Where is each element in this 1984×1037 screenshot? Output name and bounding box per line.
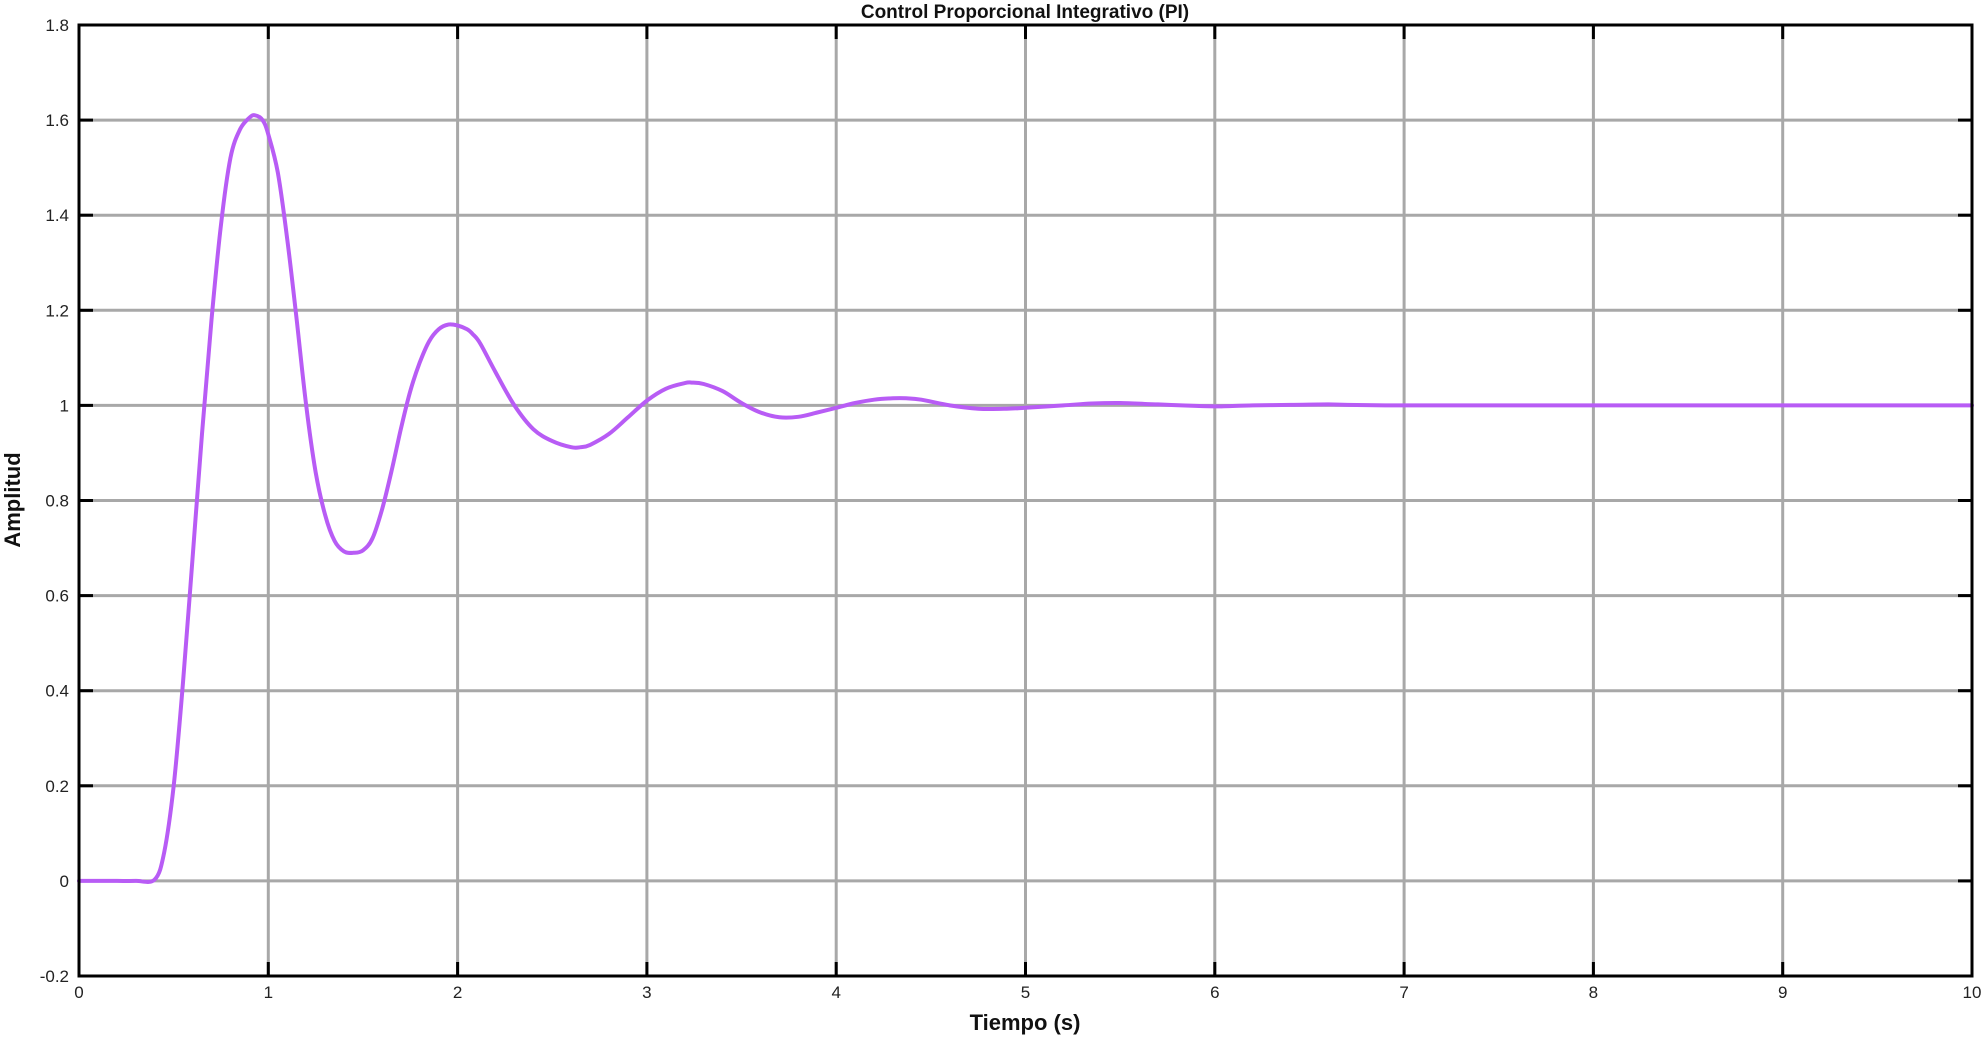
y-tick-label: 0.2: [45, 777, 69, 796]
y-tick-label: 1.6: [45, 111, 69, 130]
x-tick-label: 2: [453, 983, 462, 1002]
series-layer: [77, 113, 1974, 884]
y-axis-title: Amplitud: [0, 452, 25, 547]
y-tick-label: 0.4: [45, 682, 69, 701]
plot-frame: [77, 23, 1974, 978]
chart-title: Control Proporcional Integrativo (PI): [861, 2, 1189, 23]
x-tick-label: 5: [1021, 983, 1030, 1002]
y-tick-label: 1.4: [45, 206, 69, 225]
y-tick-label: 0.8: [45, 492, 69, 511]
x-tick-labels: 0 1 2 3 4 5 6 7 8 9 10: [74, 983, 1981, 1002]
x-tick-label: 10: [1963, 983, 1982, 1002]
y-tick-label: -0.2: [40, 967, 69, 986]
x-tick-label: 9: [1778, 983, 1787, 1002]
x-tick-label: 0: [74, 983, 83, 1002]
x-tick-label: 6: [1210, 983, 1219, 1002]
y-tick-label: 1: [60, 396, 69, 415]
y-tick-label: 0.6: [45, 587, 69, 606]
y-tick-label: 1.2: [45, 301, 69, 320]
x-tick-label: 3: [642, 983, 651, 1002]
x-axis-title: Tiempo (s): [970, 1010, 1081, 1035]
x-tick-label: 7: [1399, 983, 1408, 1002]
series-line: [77, 113, 1974, 884]
x-tick-label: 8: [1589, 983, 1598, 1002]
x-tick-label: 1: [264, 983, 273, 1002]
x-tick-label: 4: [831, 983, 840, 1002]
y-tick-label: 1.8: [45, 16, 69, 35]
y-tick-label: 0: [60, 872, 69, 891]
y-tick-labels: -0.2 0 0.2 0.4 0.6 0.8 1 1.2 1.4 1.6 1.8: [40, 16, 69, 986]
